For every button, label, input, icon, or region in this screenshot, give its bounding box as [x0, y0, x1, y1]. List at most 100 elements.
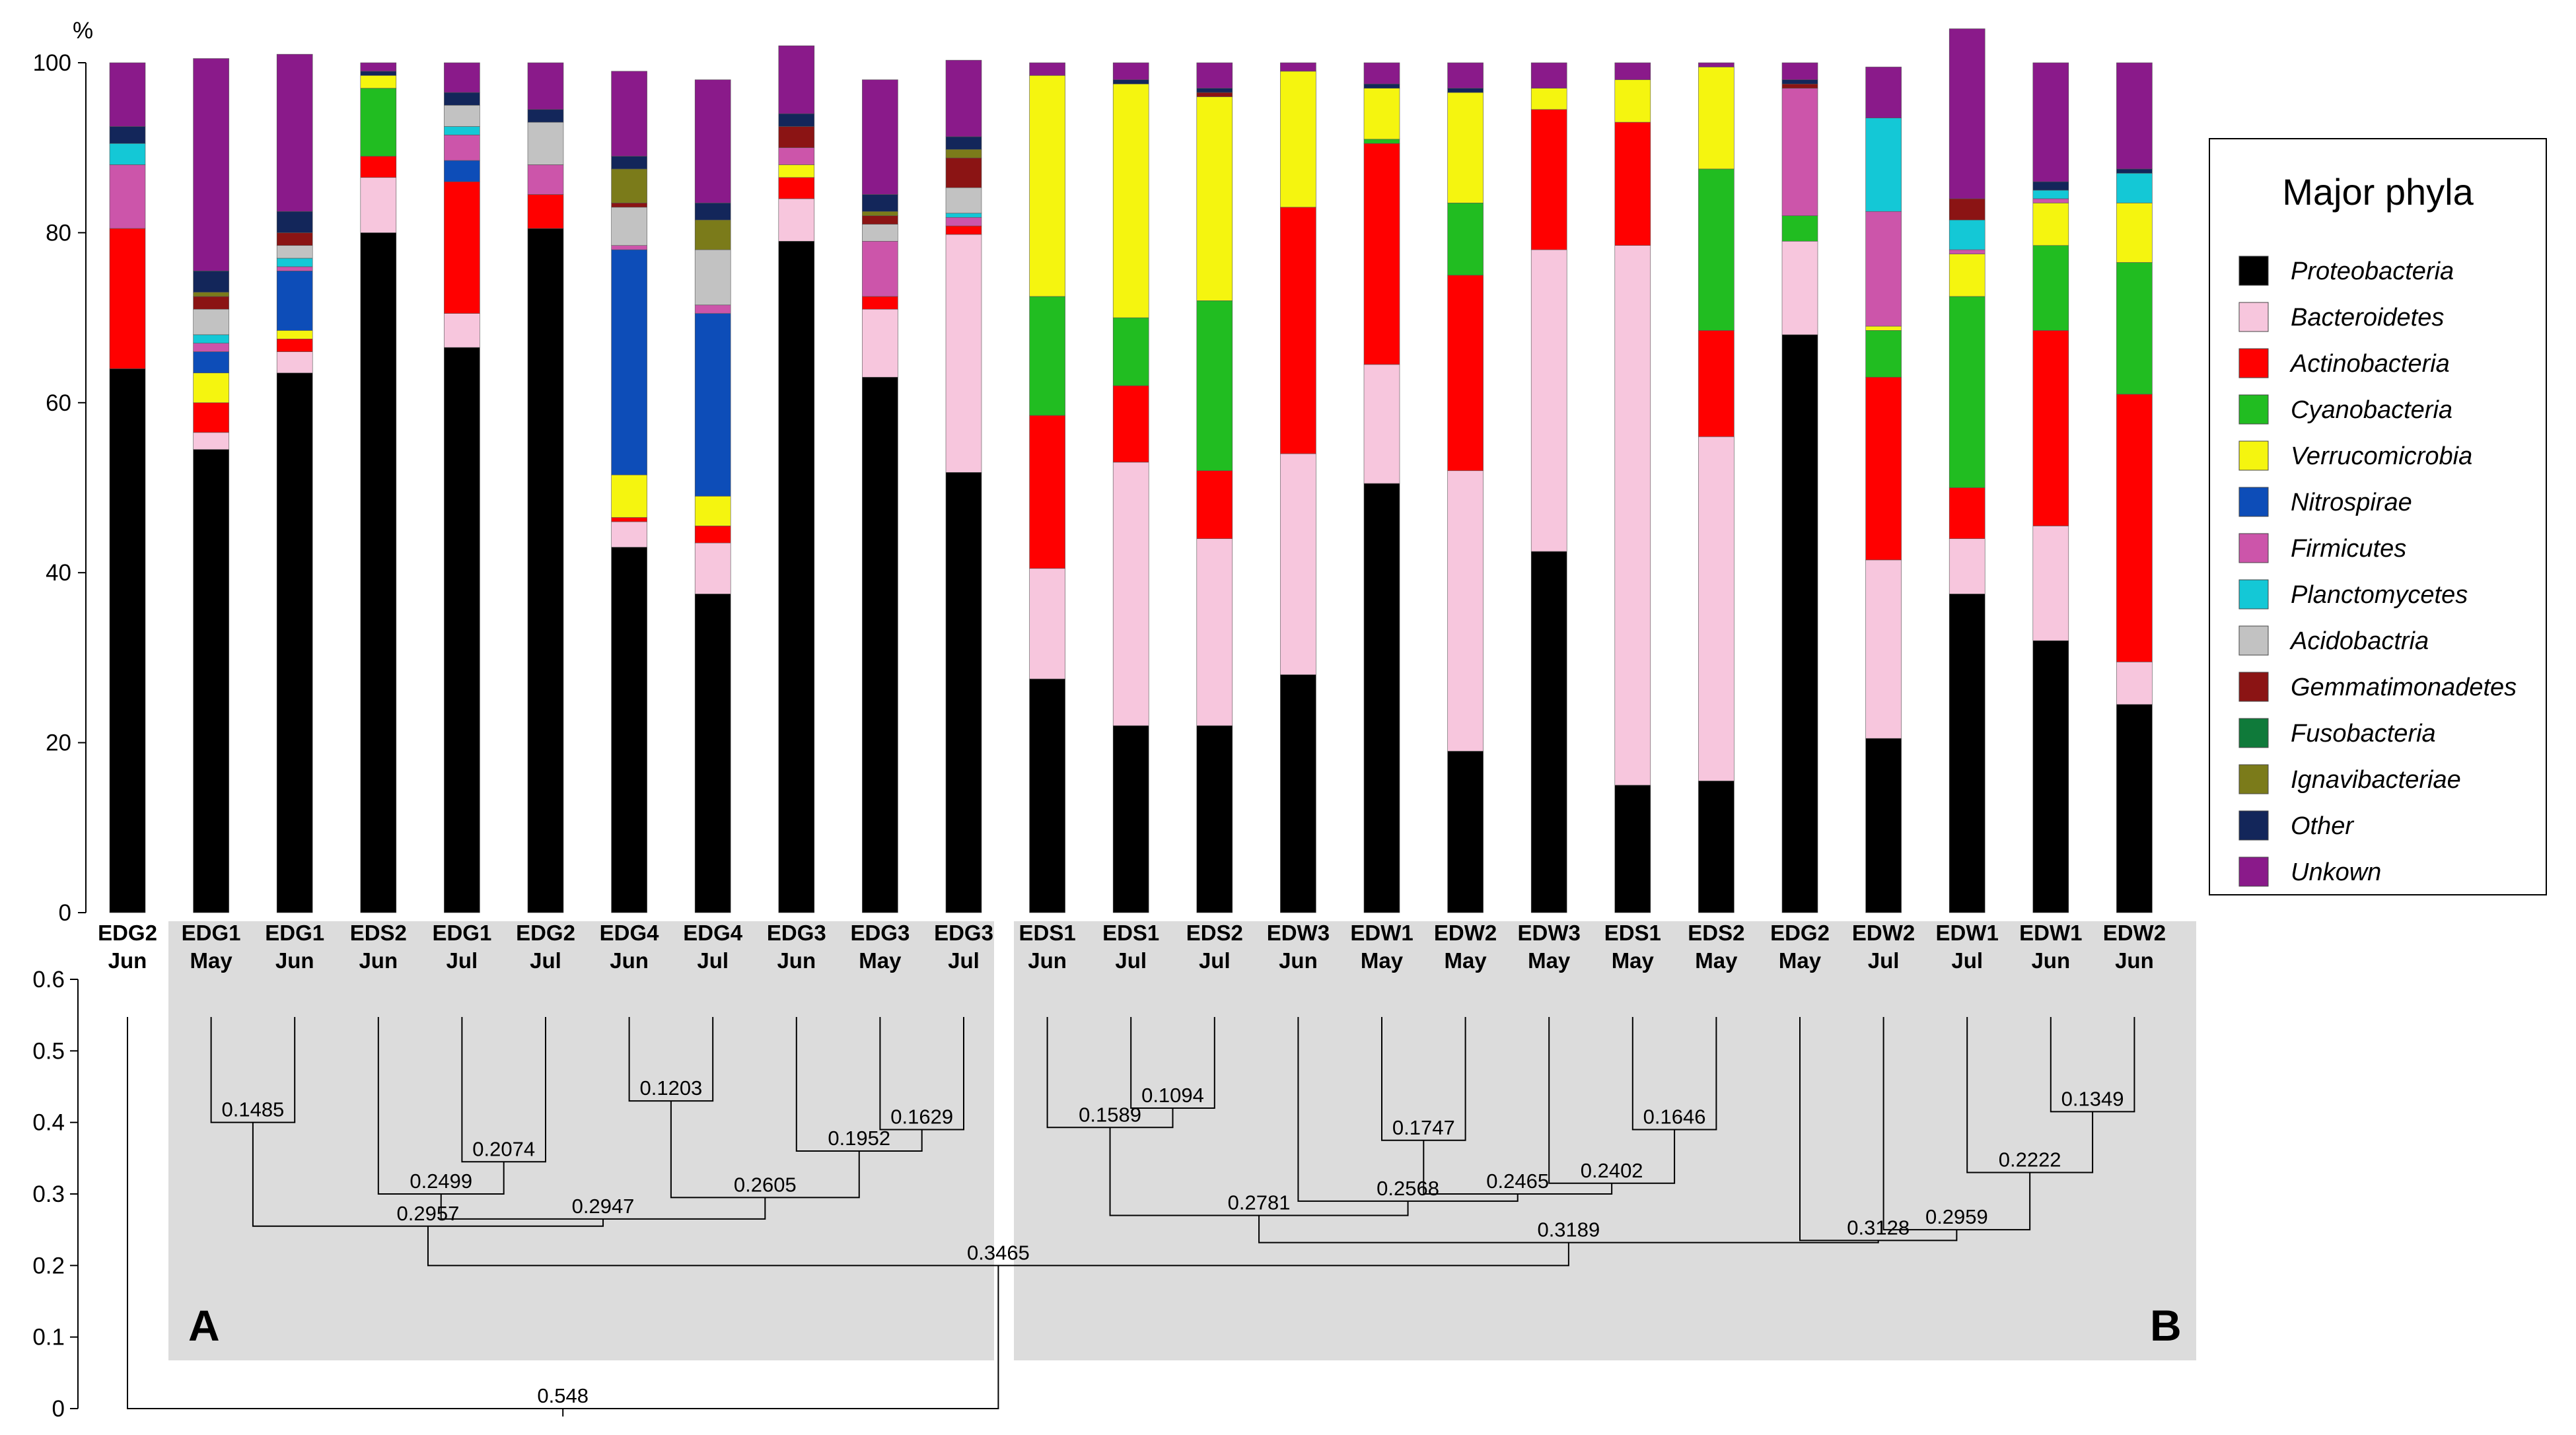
x-tick-label-site: EDG1	[182, 921, 241, 945]
bar-segment	[527, 228, 564, 913]
bar-segment	[276, 330, 313, 339]
bar-segment	[360, 156, 397, 178]
bar-stack	[2032, 62, 2069, 913]
bar-segment	[1280, 62, 1316, 72]
bar-segment	[611, 168, 647, 203]
x-tick-label-site: EDG1	[432, 921, 491, 945]
bar-segment	[360, 75, 397, 88]
bar-segment	[1447, 88, 1484, 93]
dendrogram-node-label: 0.3189	[1537, 1218, 1600, 1242]
bar-stack	[1698, 62, 1735, 913]
bar-segment	[1196, 470, 1233, 540]
bar-segment	[193, 351, 229, 374]
bar-segment	[778, 147, 815, 165]
bar-segment	[193, 343, 229, 352]
bar-segment	[1530, 109, 1567, 250]
bar-segment	[611, 249, 647, 475]
x-tick-label-site: EDW3	[1267, 921, 1330, 945]
bar-segment	[611, 547, 647, 913]
bar-segment	[2116, 394, 2153, 662]
legend-swatch	[2238, 579, 2269, 610]
bar-segment	[694, 203, 731, 221]
bar-segment	[444, 126, 480, 135]
legend-label: Firmicutes	[2291, 535, 2406, 563]
legend-item: Planctomycetes	[2238, 579, 2468, 610]
dendrogram-tick-label: 0.3	[32, 1181, 65, 1207]
x-tick-label-site: EDG3	[767, 921, 826, 945]
legend-item: Proteobacteria	[2238, 256, 2454, 286]
x-tick-label-site: EDS1	[1604, 921, 1661, 945]
legend-item: Firmicutes	[2238, 533, 2406, 563]
bar-segment	[1698, 781, 1735, 913]
legend-items: Proteobacteria Bacteroidetes Actinobacteri…	[2238, 256, 2517, 887]
legend-label: Ignavibacteriae	[2291, 766, 2461, 794]
bar-stack	[1614, 62, 1651, 913]
bar-segment	[2116, 168, 2153, 174]
bar-segment	[444, 135, 480, 161]
x-tick-label-month: May	[1612, 948, 1655, 973]
bar-segment	[945, 157, 982, 188]
dendrogram-tick-label: 0.2	[32, 1253, 65, 1278]
bar-segment	[611, 71, 647, 157]
bar-segment	[945, 136, 982, 150]
x-tick-label-month: Jul	[447, 948, 478, 973]
bar-segment	[1363, 483, 1400, 913]
legend-label: Nitrospirae	[2291, 489, 2412, 516]
dendrogram-node-label: 0.2222	[1999, 1148, 2061, 1172]
bar-segment	[276, 338, 313, 352]
x-tick-label-month: Jun	[2031, 948, 2070, 973]
legend-item: Actinobacteria	[2238, 348, 2450, 378]
x-tick-label-month: Jul	[1199, 948, 1231, 973]
bar-stack	[444, 62, 480, 913]
bar-segment	[1029, 296, 1065, 416]
bar-segment	[694, 496, 731, 526]
bar-stack	[2116, 62, 2153, 913]
dendrogram-node-label: 0.2605	[734, 1173, 797, 1196]
bar-segment	[945, 217, 982, 227]
x-tick-label-site: EDS2	[1186, 921, 1243, 945]
bar-segment	[1865, 330, 1902, 378]
bar-segment	[193, 292, 229, 297]
bar-segment	[360, 62, 397, 72]
dendrogram-node-label: 0.1629	[890, 1105, 953, 1129]
stacked-bars	[109, 28, 2153, 913]
dendrogram-node-label: 0.1485	[221, 1098, 284, 1121]
bar-segment	[360, 71, 397, 76]
legend-label: Acidobactria	[2289, 627, 2429, 655]
bar-segment	[2032, 198, 2069, 203]
bar-segment	[276, 372, 313, 913]
x-tick-label-site: EDW1	[2019, 921, 2082, 945]
x-tick-label-month: Jul	[697, 948, 729, 973]
x-tick-label-site: EDG1	[265, 921, 324, 945]
bar-segment	[1865, 67, 1902, 118]
x-tick-label-site: EDG3	[850, 921, 910, 945]
x-tick-label-site: EDG2	[1770, 921, 1830, 945]
bar-segment	[1196, 300, 1233, 472]
x-tick-label-month: Jul	[1115, 948, 1147, 973]
bar-segment	[1363, 139, 1400, 144]
bar-segment	[611, 156, 647, 170]
bar-segment	[1363, 62, 1400, 85]
bar-segment	[1112, 62, 1149, 81]
x-tick-label-site: EDW2	[1434, 921, 1497, 945]
dendrogram-node-label: 0.2781	[1228, 1191, 1291, 1214]
bar-segment	[611, 203, 647, 208]
bar-segment	[1614, 79, 1651, 123]
bar-segment	[1781, 62, 1818, 81]
legend-item: Verrucomicrobia	[2238, 440, 2472, 471]
bar-segment	[1698, 436, 1735, 781]
bar-stack	[1280, 62, 1316, 913]
bar-segment	[1196, 62, 1233, 88]
bar-segment	[1949, 28, 1986, 199]
bar-segment	[1781, 83, 1818, 88]
bar-segment	[778, 126, 815, 148]
bar-segment	[945, 472, 982, 913]
bar-segment	[1280, 674, 1316, 913]
cluster-label-a: A	[188, 1301, 220, 1350]
x-tick-label-month: Jun	[777, 948, 816, 973]
bar-segment	[109, 126, 146, 144]
bar-segment	[193, 372, 229, 403]
legend-label: Actinobacteria	[2289, 350, 2450, 378]
x-tick-label-month: Jun	[275, 948, 314, 973]
